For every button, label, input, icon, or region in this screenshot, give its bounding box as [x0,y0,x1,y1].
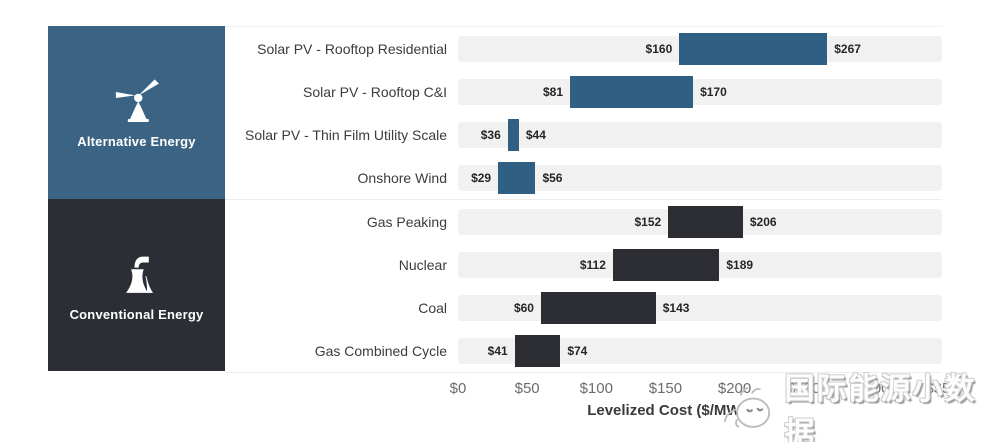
max-value-label: $189 [726,257,754,272]
row-label: Solar PV - Thin Film Utility Scale [244,126,447,143]
row-track: $112 $189 [458,248,942,281]
conventional-energy-panel: Conventional Energy [48,199,225,371]
min-value-label: $29 [471,170,492,185]
max-value-label: $56 [542,170,563,185]
row-track: $29 $56 [458,161,942,194]
watermark: 国际能源小数据 [722,364,996,442]
x-axis-tick: $250 [787,380,821,397]
row-track: $41 $74 [458,334,942,367]
row-track: $36 $44 [458,118,942,151]
chart-row: Onshore Wind $29 $56 [225,156,942,199]
x-axis-tick: $100 [579,380,613,397]
alternative-energy-panel: Alternative Energy [48,26,225,199]
row-track: $152 $206 [458,205,942,238]
range-bar [514,334,561,367]
watermark-text: 国际能源小数据 [784,373,977,442]
x-axis-spacer [225,379,458,431]
range-bar [540,291,656,324]
min-value-label: $36 [480,127,501,142]
conventional-energy-label: Conventional Energy [69,306,204,322]
max-value-label: $170 [700,84,727,99]
chart-row: Solar PV - Rooftop Residential $160 $267 [225,27,942,70]
x-axis: Levelized Cost ($/MWh) $0 $50 $100 $150 $200… [225,379,959,431]
cartoon-bird-logo-icon [722,380,781,436]
max-value-label: $267 [834,41,861,56]
wind-turbine-icon [110,76,164,130]
power-plant-icon [110,249,164,303]
x-axis-tick: $300 [856,380,890,397]
range-bar-chart: Solar PV - Rooftop Residential $160 $267… [225,26,959,431]
row-track: $160 $267 [458,32,942,65]
min-value-label: $60 [513,300,534,315]
x-axis-tick: $150 [648,380,683,397]
max-value-label: $143 [662,300,690,315]
category-sidebar: Alternative Energy Conventional Energy [48,26,225,371]
chart-row: Coal $60 $143 [225,286,942,329]
conventional-energy-rows: Gas Peaking $152 $206 Nuclear $112 $189 … [225,200,942,372]
chart-row: Nuclear $112 $189 [225,243,942,286]
x-axis-title: Levelized Cost ($/MWh) [587,402,755,419]
chart-rows: Solar PV - Rooftop Residential $160 $267… [225,26,942,373]
max-value-label: $206 [749,214,777,229]
range-bar [668,205,743,238]
min-value-label: $160 [645,41,673,56]
row-track: $81 $170 [458,75,942,108]
row-track: $60 $143 [458,291,942,324]
x-axis-tick: $200 [717,380,752,397]
min-value-label: $81 [542,84,563,99]
x-axis-tick: $350 [925,380,959,397]
max-value-label: $74 [567,343,588,358]
range-bar [679,32,828,65]
alternative-energy-rows: Solar PV - Rooftop Residential $160 $267… [225,27,942,200]
chart-row: Solar PV - Rooftop C&I $81 $170 [225,70,942,113]
x-axis-ticks: Levelized Cost ($/MWh) $0 $50 $100 $150 $200… [450,379,959,431]
range-bar [612,248,720,281]
min-value-label: $41 [487,343,508,358]
chart-row: Solar PV - Thin Film Utility Scale $36 $… [225,113,942,156]
min-value-label: $112 [579,257,606,272]
range-bar [507,118,519,151]
row-label: Solar PV - Rooftop C&I [303,83,447,100]
x-axis-tick: $50 [514,380,540,397]
x-axis-tick: $0 [449,380,467,397]
row-label: Onshore Wind [357,169,447,186]
row-label: Coal [418,299,447,316]
row-label: Nuclear [398,256,447,273]
row-label: Gas Peaking [366,213,447,230]
min-value-label: $152 [634,214,662,229]
row-label: Solar PV - Rooftop Residential [257,40,447,57]
range-bar [570,75,694,108]
max-value-label: $44 [525,127,546,142]
chart-row: Gas Combined Cycle $41 $74 [225,329,942,372]
range-bar [498,161,536,194]
alternative-energy-label: Alternative Energy [77,134,196,149]
chart-row: Gas Peaking $152 $206 [225,200,942,243]
row-label: Gas Combined Cycle [314,342,447,359]
